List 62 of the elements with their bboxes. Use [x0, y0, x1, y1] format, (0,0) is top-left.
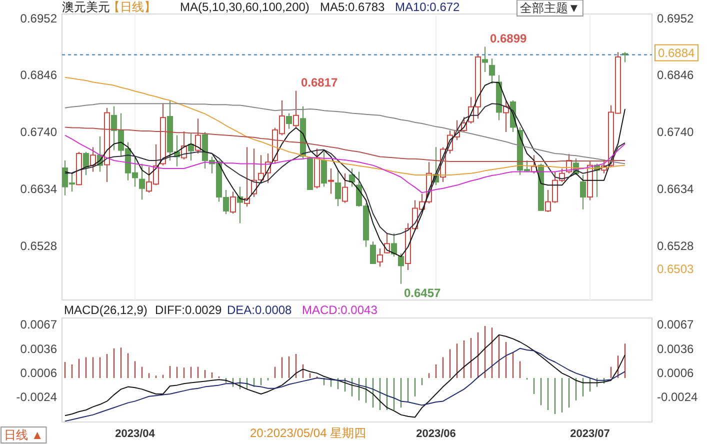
candlestick [230, 191, 236, 214]
annotation: MA(5,10,30,60,100,200) [180, 0, 310, 14]
y2-tick-label: 0.6952 [657, 11, 694, 26]
y-tick-label: 0.6634 [20, 182, 58, 196]
candlestick [139, 163, 145, 200]
text: 0.6817 [301, 76, 338, 90]
chart-title: 澳元美元 [62, 0, 110, 14]
candlestick [83, 151, 89, 176]
line-series [64, 348, 626, 422]
candlestick [195, 118, 201, 154]
candlestick [293, 90, 299, 128]
line-series [64, 334, 626, 418]
y-tick-label: 0.0006 [20, 366, 58, 380]
y-tick-label: -0.0024 [16, 390, 58, 404]
text: DIFF:0.0029 [155, 303, 222, 317]
text: 20:2023/05/04 星期四 [250, 426, 366, 440]
candlestick [489, 58, 495, 84]
candlestick [377, 248, 383, 268]
candlestick [482, 46, 488, 72]
y-tick-label: 0.6846 [20, 68, 58, 82]
candlestick [580, 174, 586, 210]
annotation: 全部主题▼ [520, 1, 580, 15]
candlestick [335, 170, 341, 207]
candlestick [286, 112, 292, 130]
x-tick-label: 2023/07 [570, 428, 610, 440]
text: 日线 ▲ [4, 428, 44, 442]
text: 0.6457 [404, 286, 441, 300]
y2-tick-label: 0.0006 [657, 366, 694, 380]
y2-tick-label: 0.6740 [657, 125, 694, 140]
candlestick [342, 172, 348, 204]
text: MACD(26,12,9) [64, 303, 148, 317]
text: DEA:0.0008 [227, 303, 292, 317]
y-tick-label: 0.6952 [20, 11, 58, 26]
y2-tick-label: 0.6528 [657, 238, 694, 253]
candlestick [398, 252, 404, 284]
y2-tick-label: 0.6634 [657, 182, 694, 196]
y2-tick-label: -0.0024 [657, 390, 698, 404]
text: 0.6899 [490, 32, 527, 46]
x-tick-label: 2023/06 [416, 428, 456, 440]
y-tick-label: 0.6528 [20, 238, 58, 253]
candlestick [391, 232, 397, 258]
ref-line-label: 0.6884 [658, 46, 696, 60]
y-tick-label: 0.0067 [20, 317, 58, 332]
candlestick [321, 151, 327, 188]
x-tick-label: 2023/04 [115, 428, 156, 440]
candlestick [188, 133, 194, 161]
y2-tick-label: 0.0067 [657, 317, 694, 332]
y2-tick-label: 0.6846 [657, 68, 694, 82]
text: MACD:0.0043 [302, 303, 378, 317]
y-tick-label: 0.6740 [20, 125, 58, 140]
line-series [64, 134, 626, 194]
chart-subtitle: 【日线】 [108, 0, 156, 14]
y2-tick-label: 0.0036 [657, 342, 694, 356]
y-tick-label: 0.0036 [20, 342, 58, 356]
annotation: MA5:0.6783 [320, 0, 386, 14]
candlestick [622, 52, 628, 63]
annotation: MA10:0.672 [395, 0, 460, 14]
text: 0.6503 [657, 262, 694, 276]
line-series [64, 103, 626, 164]
candlestick [328, 168, 334, 194]
candlestick [90, 146, 96, 172]
candlestick [370, 241, 376, 265]
